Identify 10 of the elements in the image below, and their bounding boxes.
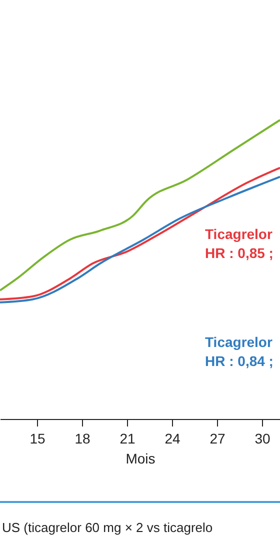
x-tick-label: 15 — [30, 430, 46, 446]
series-label: Ticagrelor HR : 0,85 ; — [205, 226, 274, 261]
text: US (ticagrelor 60 mg × 2 vs ticagrelo — [2, 520, 213, 535]
x-tick-label: 24 — [164, 430, 181, 446]
text: Ticagrelor HR : 0,84 ; — [205, 334, 274, 369]
x-tick-label: 27 — [210, 430, 226, 446]
x-tick-label: 18 — [74, 430, 91, 446]
x-axis-title: Mois — [126, 450, 156, 466]
x-tick-label: 30 — [254, 430, 270, 446]
x-tick-label: 21 — [120, 430, 136, 446]
